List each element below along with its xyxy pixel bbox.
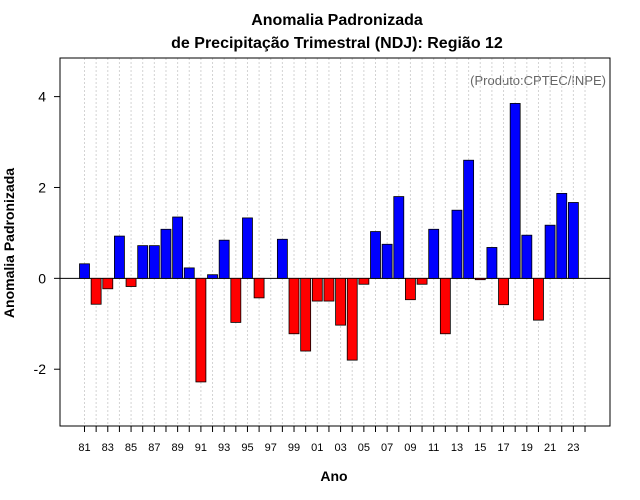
bar-86 [137,245,149,279]
x-tick-label: 11 [428,442,439,454]
x-tick-label: 03 [334,442,346,454]
bar-92 [207,274,218,279]
chart-title: Anomalia Padronizada [251,12,423,29]
x-tick-label: 15 [474,442,486,454]
bar-87 [148,245,160,279]
x-tick-label: 01 [311,442,323,454]
bar-82 [90,277,102,305]
bar-88 [160,228,172,279]
x-axis-label: Ano [320,468,347,484]
bar-19 [521,234,533,279]
bar-99 [288,277,300,335]
bar-22 [556,192,568,279]
bar-06 [370,231,381,279]
y-tick-label: -2 [34,361,47,377]
axes: -2 0 2 4 81 83 85 87 89 91 93 95 97 99 01 03 05 07 09 11 13 1… [34,57,611,454]
x-tick-label: 85 [125,442,137,454]
y-axis-label: Anomalia Padronizada [1,168,17,318]
x-tick-label: 99 [288,442,300,454]
x-tick-label: 23 [567,442,579,454]
bar-00 [300,277,312,352]
bar-93 [218,239,230,279]
x-tick-label: 13 [451,442,463,454]
bar-95 [242,217,253,279]
x-tick-label: 87 [148,442,160,454]
x-tick-label: 91 [195,442,207,454]
x-tick-label: 19 [521,442,533,454]
bar-03 [335,277,346,326]
bar-11 [428,228,440,279]
x-tick-label: 21 [544,442,556,454]
bar-94 [230,277,242,323]
x-tick-label: 83 [102,442,114,454]
bar-01 [311,277,323,302]
bar-13 [451,209,463,279]
bar-18 [509,103,521,279]
bar-21 [544,224,556,279]
bar-83 [102,277,114,290]
bar-96 [253,277,265,299]
x-tick-label: 09 [404,442,416,454]
bars [79,103,579,383]
bar-23 [567,202,579,279]
bar-05 [358,277,370,285]
bar-07 [381,243,393,279]
x-tick-label: 05 [358,442,370,454]
bar-91 [195,277,207,383]
y-tick-label: 0 [38,270,46,286]
bar-98 [276,238,288,279]
x-tick-label: 93 [218,442,230,454]
y-tick-label: 2 [38,179,46,195]
source-note: (Produto:CPTEC/INPE) [470,73,606,88]
x-tick-label: 17 [497,442,509,454]
bar-17 [498,277,509,306]
bar-14 [463,159,475,279]
bar-10 [416,277,428,285]
x-tick-label: 81 [78,442,90,454]
x-tick-label: 97 [265,442,277,454]
x-tick-label: 89 [171,442,183,454]
bar-84 [114,235,125,279]
x-tick-label: 95 [241,442,253,454]
x-tick-label: 07 [381,442,393,454]
bar-85 [125,277,137,287]
bar-89 [172,216,184,279]
plot-frame [59,57,611,427]
bar-16 [486,247,498,279]
y-tick-label: 4 [38,89,46,105]
bar-81 [79,263,90,279]
bar-90 [183,267,195,279]
bar-20 [533,277,544,321]
bar-04 [346,277,358,361]
bar-09 [405,277,416,301]
bar-12 [439,277,451,335]
bar-02 [323,277,335,302]
chart-subtitle: de Precipitação Trimestral (NDJ): Região… [171,35,503,52]
bar-15 [474,277,486,281]
bar-08 [393,196,405,279]
